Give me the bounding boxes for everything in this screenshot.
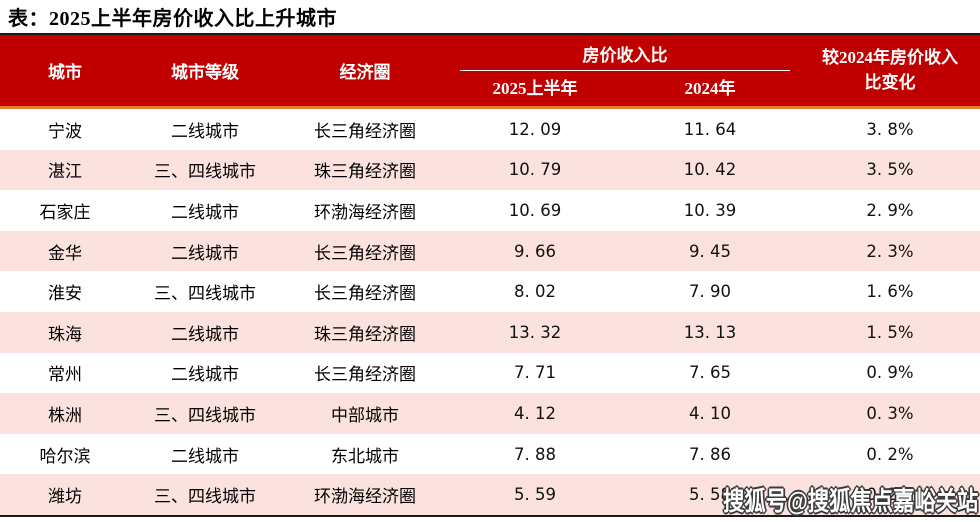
cell-ratio-2025: 4. 12	[514, 403, 556, 423]
cell-ratio-2024: 11. 64	[683, 119, 737, 139]
data-table: 城市 城市等级 经济圈 房价收入比 2025上半年 2024年 较2024年房价…	[0, 33, 980, 517]
cell-ratio-2024: 4. 10	[689, 403, 731, 423]
cell-tier: 二线城市	[171, 243, 239, 263]
table-row: 株洲 三、四线城市 中部城市 4. 12 4. 10 0. 3%	[0, 393, 980, 434]
ratio-subheaders: 2025上半年 2024年	[450, 71, 800, 103]
cell-change: 0. 9%	[866, 363, 914, 383]
cell-change: 0. 3%	[866, 403, 914, 423]
cell-city: 哈尔滨	[39, 446, 91, 466]
cell-ratio-2024: 10. 42	[683, 160, 737, 180]
cell-circle: 长三角经济圈	[314, 284, 416, 304]
cell-ratio-2024: 5. 58	[689, 485, 731, 505]
cell-city: 湛江	[48, 162, 82, 182]
header-change: 较2024年房价收入 比变化	[800, 35, 980, 106]
table-row: 常州 二线城市 长三角经济圈 7. 71 7. 65 0. 9%	[0, 352, 980, 394]
cell-change: 2. 3%	[866, 241, 914, 261]
cell-tier: 二线城市	[171, 202, 239, 222]
cell-ratio-2024: 7. 86	[689, 444, 731, 464]
header-ratio-group: 房价收入比 2025上半年 2024年	[450, 35, 800, 106]
table-row: 哈尔滨 二线城市 东北城市 7. 88 7. 86 0. 2%	[0, 433, 980, 475]
table-row: 珠海 二线城市 珠三角经济圈 13. 32 13. 13 1. 5%	[0, 311, 980, 353]
cell-city: 潍坊	[48, 487, 82, 507]
cell-city: 石家庄	[39, 202, 91, 222]
cell-circle: 中部城市	[331, 405, 399, 425]
cell-change: 0. 2%	[866, 444, 914, 464]
cell-city: 宁波	[48, 121, 82, 141]
cell-circle: 东北城市	[331, 446, 399, 466]
cell-city: 常州	[48, 365, 82, 385]
cell-city: 株洲	[48, 405, 82, 425]
cell-tier: 三、四线城市	[154, 487, 256, 507]
cell-ratio-2024: 10. 39	[683, 200, 737, 220]
cell-tier: 二线城市	[171, 324, 239, 344]
table-body: 宁波 二线城市 长三角经济圈 12. 09 11. 64 3. 8% 湛江 三、…	[0, 109, 980, 517]
ratio-group-underline	[460, 70, 790, 71]
cell-ratio-2024: 9. 45	[689, 241, 731, 261]
cell-tier: 二线城市	[171, 446, 239, 466]
cell-ratio-2025: 12. 09	[508, 119, 562, 139]
header-ratio-2025: 2025上半年	[492, 79, 578, 98]
table-row: 宁波 二线城市 长三角经济圈 12. 09 11. 64 3. 8%	[0, 109, 980, 150]
cell-change: 3. 8%	[866, 119, 914, 139]
cell-tier: 三、四线城市	[154, 162, 256, 182]
table-row: 淮安 三、四线城市 长三角经济圈 8. 02 7. 90 1. 6%	[0, 271, 980, 312]
cell-circle: 长三角经济圈	[314, 365, 416, 385]
cell-city: 淮安	[48, 284, 82, 304]
cell-ratio-2025: 8. 02	[514, 282, 556, 302]
cell-ratio-2025: 7. 88	[514, 444, 556, 464]
table-header-row: 城市 城市等级 经济圈 房价收入比 2025上半年 2024年 较2024年房价…	[0, 33, 980, 109]
cell-circle: 环渤海经济圈	[314, 487, 416, 507]
cell-tier: 二线城市	[171, 365, 239, 385]
cell-ratio-2025: 5. 59	[514, 485, 556, 505]
watermark: 搜狐号@搜狐焦点嘉峪关站	[722, 486, 978, 516]
cell-change: 1. 5%	[866, 322, 914, 342]
table-row: 潍坊 三、四线城市 环渤海经济圈 5. 59 5. 58 0. 2%	[0, 474, 980, 515]
table-row: 湛江 三、四线城市 珠三角经济圈 10. 79 10. 42 3. 5%	[0, 149, 980, 191]
cell-change: 3. 5%	[866, 160, 914, 180]
cell-circle: 珠三角经济圈	[314, 324, 416, 344]
header-change-line1: 较2024年房价收入	[822, 47, 958, 67]
header-tier: 城市等级	[171, 63, 239, 82]
header-change-line2: 比变化	[864, 72, 916, 92]
cell-ratio-2025: 10. 69	[508, 200, 562, 220]
header-city: 城市	[48, 63, 82, 82]
cell-circle: 长三角经济圈	[314, 121, 416, 141]
cell-ratio-2025: 13. 32	[508, 322, 562, 342]
table-row: 金华 二线城市 长三角经济圈 9. 66 9. 45 2. 3%	[0, 230, 980, 272]
cell-circle: 珠三角经济圈	[314, 162, 416, 182]
cell-tier: 三、四线城市	[154, 405, 256, 425]
cell-change: 1. 6%	[866, 282, 914, 302]
cell-tier: 三、四线城市	[154, 284, 256, 304]
header-circle: 经济圈	[339, 63, 391, 82]
cell-ratio-2024: 7. 65	[689, 363, 731, 383]
cell-ratio-2025: 10. 79	[508, 160, 562, 180]
cell-city: 珠海	[48, 324, 82, 344]
cell-city: 金华	[48, 243, 82, 263]
table-row: 石家庄 二线城市 环渤海经济圈 10. 69 10. 39 2. 9%	[0, 190, 980, 231]
cell-circle: 环渤海经济圈	[314, 202, 416, 222]
cell-ratio-2024: 7. 90	[689, 282, 731, 302]
header-ratio-group-label: 房价收入比	[582, 46, 668, 65]
cell-tier: 二线城市	[171, 121, 239, 141]
cell-circle: 长三角经济圈	[314, 243, 416, 263]
cell-change: 0. 2%	[866, 485, 914, 505]
cell-ratio-2024: 13. 13	[683, 322, 737, 342]
header-ratio-2024: 2024年	[684, 79, 736, 98]
page-title: 表：2025上半年房价收入比上升城市	[8, 8, 337, 30]
cell-ratio-2025: 7. 71	[514, 363, 556, 383]
cell-change: 2. 9%	[866, 200, 914, 220]
cell-ratio-2025: 9. 66	[514, 241, 556, 261]
